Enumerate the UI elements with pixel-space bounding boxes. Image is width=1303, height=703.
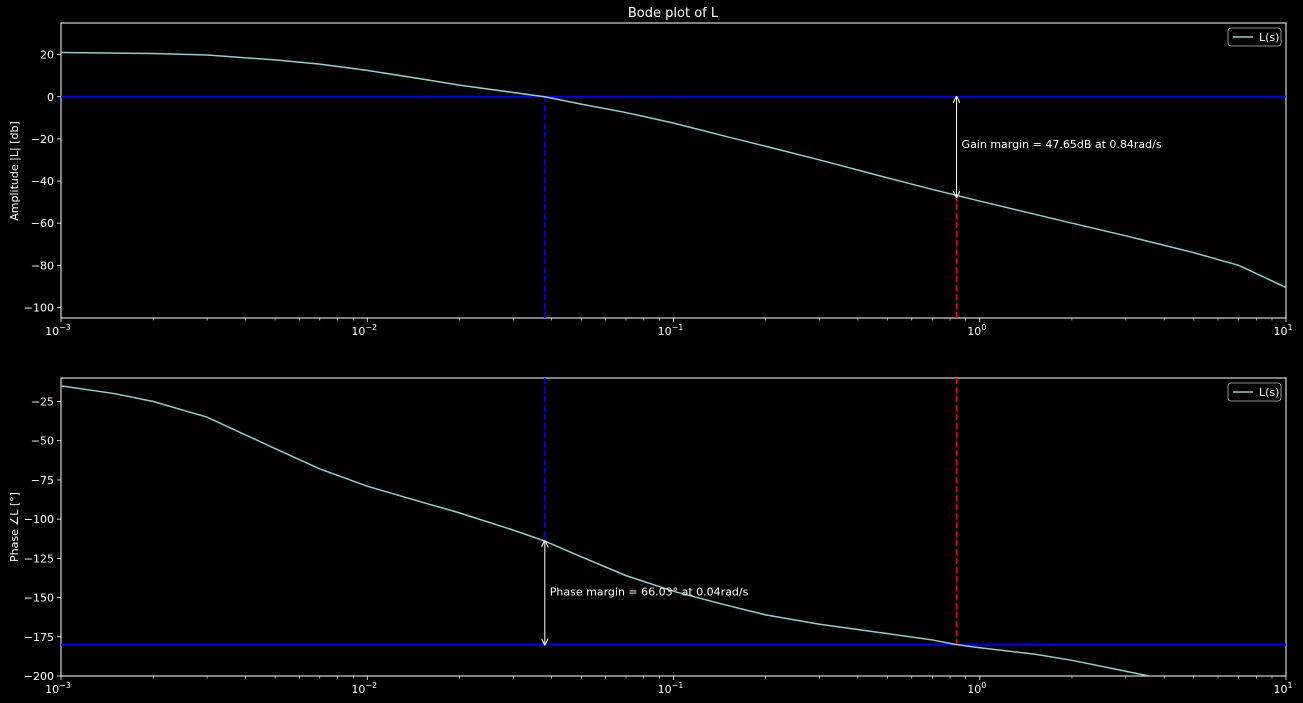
phase-margin-annotation: Phase margin = 66.03° at 0.04rad/s	[545, 541, 749, 645]
y-tick-label: −100	[24, 513, 54, 526]
amplitude-y-axis-label: Amplitude |L| [db]	[8, 121, 21, 220]
phase-y-ticks: −25 −50 −75 −100 −125 −150 −175 −200	[24, 396, 61, 683]
y-tick-label: −50	[31, 435, 54, 448]
phase-legend-box	[1227, 382, 1282, 402]
y-tick-label: −75	[31, 474, 54, 487]
amplitude-legend: L(s)	[1227, 27, 1282, 47]
amplitude-reference-lines	[61, 95, 1286, 318]
y-tick-label: −25	[31, 396, 54, 409]
chart-title: Bode plot of L	[628, 6, 719, 21]
amplitude-legend-box	[1227, 27, 1282, 47]
y-tick-label: −200	[24, 670, 54, 683]
phase-series	[61, 385, 1153, 676]
phase-reference-lines	[61, 378, 1286, 646]
phase-plot-area	[60, 377, 1287, 677]
y-tick-label: −20	[31, 133, 54, 146]
gain-margin-annotation: Gain margin = 47.65dB at 0.84rad/s	[957, 97, 1162, 197]
amplitude-panel: 10−3 10−2 10−1 100 101 200−20−40−60−80−100 G…	[8, 22, 1293, 338]
amplitude-series	[61, 51, 1286, 289]
y-tick-label: −150	[24, 592, 54, 605]
phase-panel: 10−3 10−2 10−1 100 101 −25−50−75−100−125−150…	[8, 377, 1293, 696]
amplitude-y-ticks: 20 0 −20 −40 −60 −80 −100	[24, 49, 61, 314]
margin-annotation-text: Gain margin = 47.65dB at 0.84rad/s	[962, 138, 1162, 151]
y-tick-label: −175	[24, 631, 54, 644]
y-tick-label: −60	[31, 217, 54, 230]
margin-annotation-text: Phase margin = 66.03° at 0.04rad/s	[550, 585, 749, 598]
y-tick-label: −40	[31, 175, 54, 188]
phase-legend: L(s)	[1227, 382, 1282, 402]
phase-y-axis-label: Phase ∠L [°]	[8, 492, 21, 562]
series-line-0	[61, 385, 1153, 676]
y-tick-label: 20	[40, 49, 54, 62]
amplitude-legend-label: L(s)	[1259, 31, 1279, 44]
y-tick-label: −100	[24, 301, 54, 314]
y-tick-label: 0	[47, 91, 54, 104]
amplitude-plot-area	[60, 22, 1287, 319]
phase-legend-label: L(s)	[1259, 386, 1279, 399]
y-tick-label: −80	[31, 259, 54, 272]
y-tick-label: −125	[24, 552, 54, 565]
series-line-0	[61, 51, 1286, 289]
